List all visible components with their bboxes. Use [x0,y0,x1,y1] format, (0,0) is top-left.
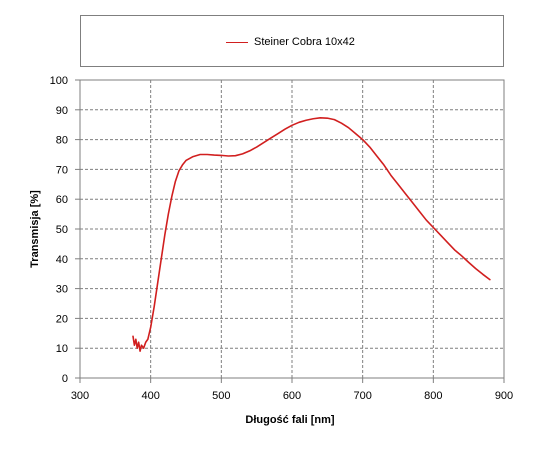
y-tick-label: 70 [56,164,68,176]
grid [80,80,504,378]
series-line [132,117,491,352]
y-tick-label: 60 [56,194,68,206]
y-tick-label: 10 [56,343,68,355]
x-tick-label: 300 [71,390,89,402]
x-tick-label: 900 [495,390,513,402]
x-tick-label: 700 [353,390,371,402]
x-axis-title: Długość fali [nm] [245,414,335,426]
y-tick-label: 20 [56,313,68,325]
legend-label: Steiner Cobra 10x42 [254,36,355,48]
legend-item: Steiner Cobra 10x42 [226,34,355,50]
x-tick-label: 400 [141,390,159,402]
y-tick-label: 90 [56,105,68,117]
x-tick-label: 800 [424,390,442,402]
x-tick-label: 600 [283,390,301,402]
y-tick-label: 100 [50,75,68,87]
y-tick-label: 40 [56,254,68,266]
axis-ticks: 300 400 500 600 700 800 900 0 10 20 30 40 50 60 70 80 90… [50,75,514,402]
y-axis-title: Transmisja [%] [29,190,41,268]
y-tick-label: 0 [62,373,68,385]
legend: Steiner Cobra 10x42 [80,15,504,67]
y-tick-label: 30 [56,284,68,296]
series-layer [132,117,491,352]
y-tick-label: 50 [56,224,68,236]
y-tick-label: 80 [56,135,68,147]
legend-swatch [226,41,248,43]
x-tick-label: 500 [212,390,230,402]
